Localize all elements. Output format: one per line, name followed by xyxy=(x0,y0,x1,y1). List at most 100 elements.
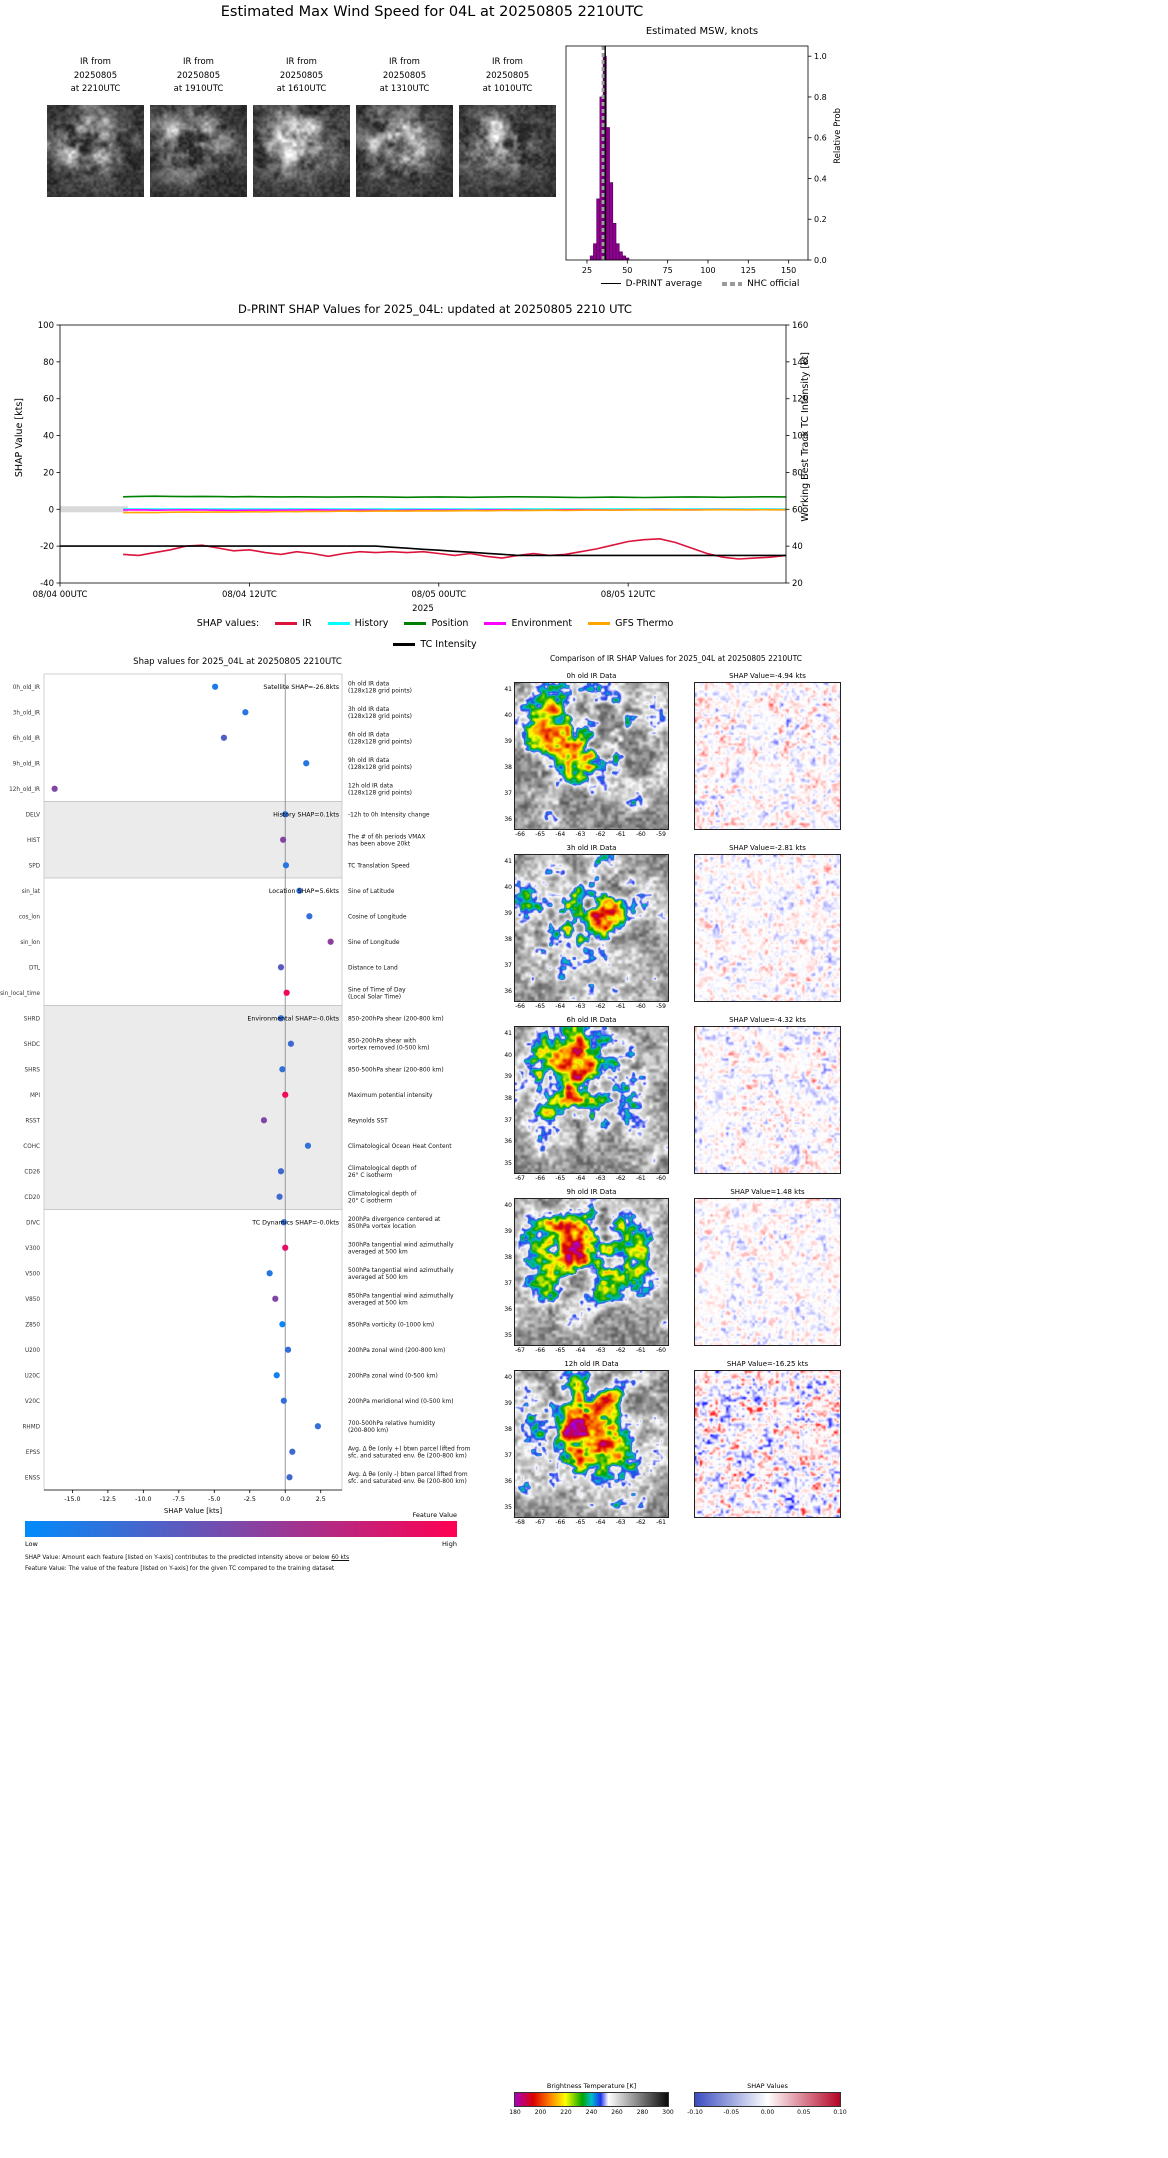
legend-label: Environment xyxy=(511,618,573,629)
bt-colorbar-tick-label: 280 xyxy=(636,2109,649,2116)
feature-group-box xyxy=(43,877,343,1006)
shap-feature-plot: 0h_old_IR 0h old IR data (128x128 grid poi… xyxy=(0,673,471,1515)
feature-shap-dot xyxy=(276,1193,283,1200)
lat-tick-label: 40 xyxy=(504,712,512,719)
lat-tick-label: 37 xyxy=(504,1452,512,1459)
shap-colorbar-tick-label: 0.10 xyxy=(833,2109,847,2116)
legend-label: D-PRINT average xyxy=(625,279,703,289)
lat-tick-label: 35 xyxy=(504,1160,512,1167)
legend-title: SHAP values: xyxy=(196,618,260,629)
legend-item-position: Position xyxy=(404,618,468,629)
feature-group-box xyxy=(43,801,343,879)
lon-tick-label: -66 xyxy=(555,1519,566,1526)
lat-tick-label: 40 xyxy=(504,884,512,891)
lon-tick-label: -60 xyxy=(656,1175,666,1182)
feature-description: 200hPa zonal wind (200-800 km) xyxy=(348,1348,445,1354)
x-tick-label: 50 xyxy=(622,266,632,275)
line-swatch xyxy=(484,622,507,625)
group-shap-label: TC Dynamics SHAP=-0.0kts xyxy=(251,1219,339,1226)
lon-tick-label: -66 xyxy=(515,831,525,838)
feature-name: SHDC xyxy=(24,1042,40,1048)
feature-shap-dot xyxy=(282,1244,289,1251)
feature-name: HIST xyxy=(27,838,41,844)
feature-shap-dot xyxy=(279,1321,286,1328)
feature-description: 850hPa tangential wind azimuthally averag… xyxy=(348,1294,454,1307)
lon-tick-label: -66 xyxy=(535,1347,546,1354)
line-swatch xyxy=(588,622,611,625)
lat-tick-label: 37 xyxy=(504,1116,512,1124)
feature-group-box xyxy=(43,1209,343,1491)
y-tick-label: 0 xyxy=(49,505,54,515)
lat-tick-label: 41 xyxy=(504,858,512,865)
feature-value-colorbar xyxy=(25,1521,457,1537)
feature-shap-dot xyxy=(284,1346,292,1353)
feature-shap-dot xyxy=(242,709,249,716)
feature-description: 850-200hPa shear (200-800 km) xyxy=(348,1016,444,1022)
feature-name: Z850 xyxy=(25,1322,40,1328)
feature-shap-dot xyxy=(279,1066,286,1073)
lat-tick-label: 39 xyxy=(504,1073,512,1081)
feature-description: 3h old IR data (128x128 grid points) xyxy=(348,707,412,720)
ir-satellite-thumbnail xyxy=(356,105,453,197)
lat-tick-label: 38 xyxy=(504,936,512,943)
feature-name: V850 xyxy=(25,1297,40,1303)
feature-shap-dot xyxy=(314,1423,321,1430)
y-tick-label: 0.8 xyxy=(814,93,827,102)
feature-description: Climatological depth of 20° C isotherm xyxy=(348,1192,417,1205)
feature-shap-dot xyxy=(273,1372,280,1379)
shap-timeseries-chart: -40 -20 0 20 40 60 80 100 20 40 60 80 100 120 140 160 08… xyxy=(33,321,809,614)
ir-data-title: 3h old IR Data xyxy=(566,844,617,852)
legend-item-gfs-thermo: GFS Thermo xyxy=(588,618,673,629)
lon-tick-label: -62 xyxy=(615,1347,626,1354)
line-swatch xyxy=(393,643,416,646)
timeseries-ylabel-left: SHAP Value [kts] xyxy=(14,398,25,478)
feature-name: DTL xyxy=(29,965,41,971)
ir-shap-image xyxy=(694,854,841,1002)
feature-description: Cosine of Longitude xyxy=(348,914,407,920)
lon-tick-label: -67 xyxy=(515,1347,525,1354)
feature-description: 200hPa divergence centered at 850hPa vort… xyxy=(348,1217,441,1230)
feature-shap-dot xyxy=(277,964,285,971)
ir-data-title: 6h old IR Data xyxy=(566,1016,617,1024)
x-tick-label: 125 xyxy=(741,266,756,275)
shap-value-title: SHAP Value=-16.25 kts xyxy=(726,1360,809,1368)
legend-item-ir: IR xyxy=(275,618,312,629)
lat-tick-label: 40 xyxy=(504,1202,512,1209)
lat-tick-label: 39 xyxy=(504,738,512,745)
legend-label: GFS Thermo xyxy=(615,618,674,629)
lon-tick-label: -63 xyxy=(575,831,586,838)
shap-footnote: SHAP Value: Amount each feature [listed … xyxy=(25,1555,525,1561)
lat-tick-label: 37 xyxy=(504,1280,512,1287)
ir-data-image xyxy=(514,1198,669,1346)
y-tick-label: 0.2 xyxy=(814,215,827,224)
lon-tick-label: -64 xyxy=(575,1175,586,1182)
zero-baseline-band xyxy=(60,506,128,513)
lon-tick-label: -67 xyxy=(515,1175,525,1182)
histogram-bar xyxy=(593,243,597,261)
x-tick-label: 08/05 12UTC xyxy=(601,590,656,600)
ir-data-title: 9h old IR Data xyxy=(566,1188,617,1196)
x-tick-label: 08/04 00UTC xyxy=(33,590,88,600)
histogram-bar xyxy=(612,223,617,261)
lat-tick-label: 37 xyxy=(504,962,512,969)
x-tick-label: 25 xyxy=(582,266,592,275)
y-tick-label: -20 xyxy=(40,542,54,552)
x-tick-label: 0.0 xyxy=(280,1496,290,1503)
feature-name: 0h_old_IR xyxy=(13,685,40,691)
feature-description: Climatological Ocean Heat Content xyxy=(348,1144,452,1150)
feature-description: Sine of Time of Day (Local Solar Time) xyxy=(348,988,406,1001)
feature-shap-dot xyxy=(289,1448,296,1455)
x-axis-year-label: 2025 xyxy=(412,604,434,614)
x-axis-label: SHAP Value [kts] xyxy=(164,1507,223,1515)
ir-shap-image xyxy=(694,1026,841,1174)
lon-tick-label: -61 xyxy=(656,1519,666,1526)
feature-group-box xyxy=(43,673,343,802)
y-tick-label: 1.0 xyxy=(814,52,827,61)
feature-shap-dot xyxy=(296,887,303,894)
legend-item-nhc-official: NHC official xyxy=(722,279,799,289)
solid-line-swatch xyxy=(600,283,621,284)
histogram-bar xyxy=(606,127,610,261)
ir-shap-image xyxy=(694,1370,841,1518)
lon-tick-label: -61 xyxy=(615,1003,626,1010)
series-tc-intensity xyxy=(60,545,786,557)
